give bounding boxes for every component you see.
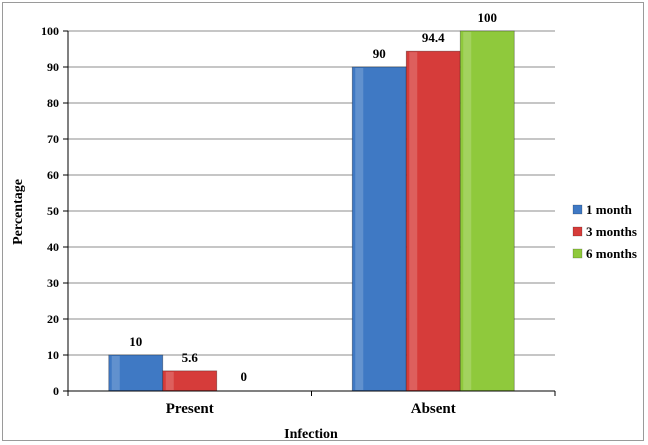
y-tick-label: 70: [47, 132, 59, 146]
data-labels: 10 5.6 0 90 94.4 100: [129, 10, 497, 384]
bar-highlight: [165, 371, 174, 390]
x-axis-categories: Present Absent: [166, 401, 456, 417]
x-category-label: Absent: [411, 401, 456, 417]
legend-label: 6 months: [586, 246, 637, 261]
bar: [351, 66, 407, 392]
legend-swatch: [572, 226, 583, 237]
data-label: 90: [373, 46, 386, 61]
data-label: 94.4: [422, 30, 445, 45]
bar-highlight: [111, 356, 120, 390]
legend: 1 month 3 months 6 months: [572, 202, 637, 261]
data-label: 100: [478, 10, 498, 25]
y-tick-label: 50: [47, 204, 59, 218]
y-tick-label: 0: [53, 384, 59, 398]
bar: [405, 50, 461, 392]
y-tick-label: 80: [47, 96, 59, 110]
bar-highlight: [355, 68, 364, 390]
y-axis-ticks: 0 10 20 30 40 50 60 70 80 90 100: [41, 24, 68, 398]
legend-label: 3 months: [586, 224, 637, 239]
x-category-label: Present: [166, 401, 214, 417]
y-tick-label: 100: [41, 24, 59, 38]
y-tick-label: 30: [47, 276, 59, 290]
legend-swatch: [572, 204, 583, 215]
bar-highlight: [463, 32, 472, 390]
data-label: 10: [129, 334, 142, 349]
legend-label: 1 month: [586, 202, 633, 217]
x-axis-label: Infection: [284, 427, 338, 442]
axes: [67, 31, 556, 396]
y-axis-label: Percentage: [11, 179, 26, 245]
y-tick-label: 60: [47, 168, 59, 182]
y-tick-label: 40: [47, 240, 59, 254]
y-tick-label: 90: [47, 60, 59, 74]
legend-swatch: [572, 248, 583, 259]
data-label: 0: [241, 369, 248, 384]
bars: [108, 30, 515, 392]
y-tick-label: 10: [47, 348, 59, 362]
y-tick-label: 20: [47, 312, 59, 326]
bar-highlight: [409, 52, 418, 390]
data-label: 5.6: [182, 350, 199, 365]
